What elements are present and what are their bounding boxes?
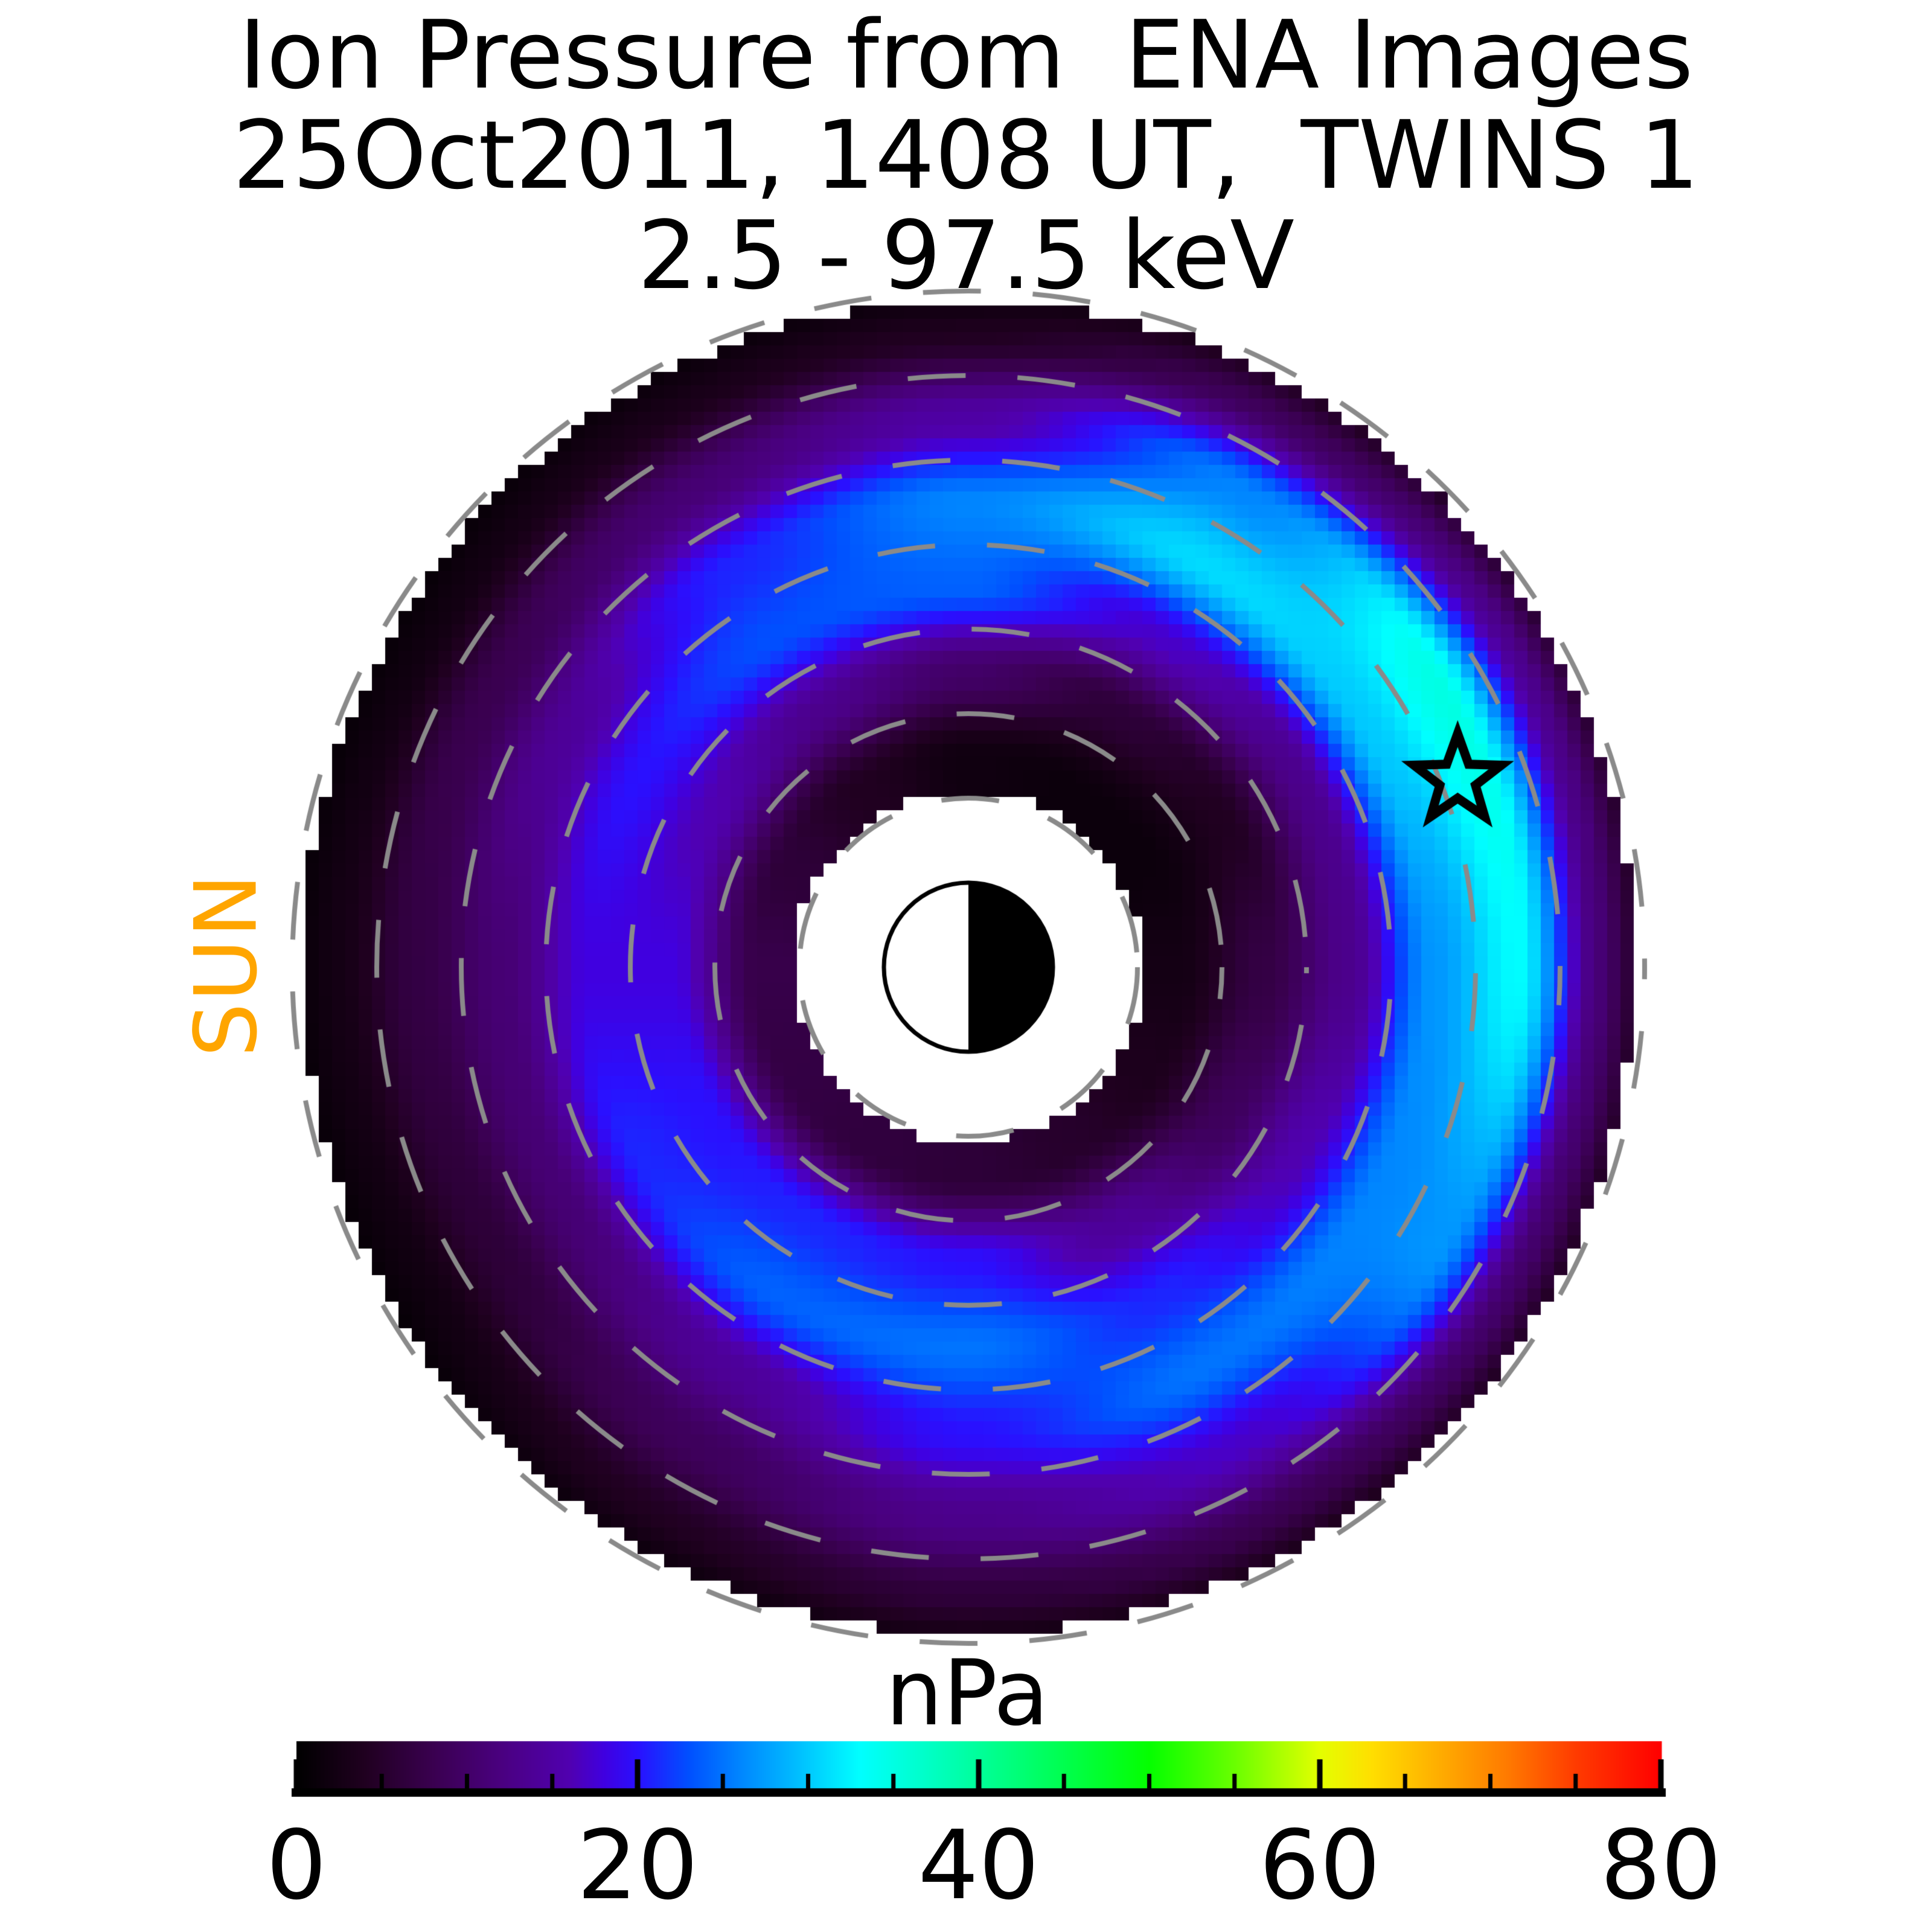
title-line-1: Ion Pressure from ENA Images (238, 0, 1694, 110)
figure-title-block: Ion Pressure from ENA Images 25Oct2011, … (0, 5, 1932, 305)
colorbar-tick-label-80: 80 (1600, 1810, 1722, 1921)
colorbar-tick-label-40: 40 (918, 1810, 1040, 1921)
colorbar-tick-label-0: 0 (266, 1810, 327, 1921)
title-line-3: 2.5 - 97.5 keV (638, 200, 1294, 310)
colorbar-tick-label-60: 60 (1259, 1810, 1381, 1921)
colorbar-tick-label-20: 20 (577, 1810, 699, 1921)
colorbar-units-label: nPa (885, 1641, 1049, 1746)
title-line-2: 25Oct2011, 1408 UT, TWINS 1 (232, 100, 1700, 210)
sun-direction-label: SUN (176, 872, 277, 1058)
